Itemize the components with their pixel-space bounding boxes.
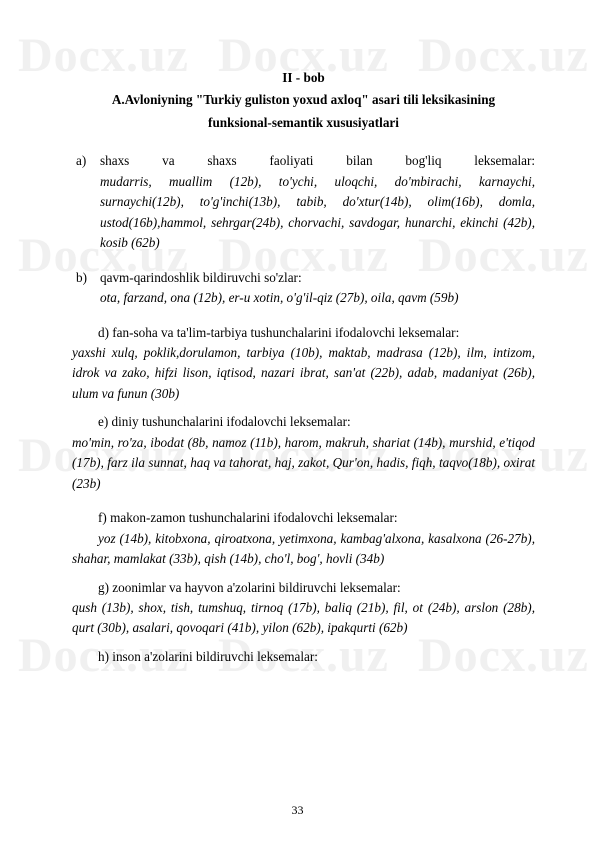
item-f-body: yoz (14b), kitobxona, qiroatxona, yetimx…	[72, 529, 535, 570]
word: bog'liq	[405, 153, 441, 168]
list-item-a: a) shaxs va shaxs faoliyati bilan bog'li…	[72, 151, 535, 253]
section-h: h) inson a'zolarini bildiruvchi leksemal…	[72, 647, 535, 667]
word: leksemalar:	[474, 153, 535, 168]
main-title: A.Avloniyning "Turkiy guliston yoxud axl…	[72, 90, 535, 110]
page-content: II - bob A.Avloniyning "Turkiy guliston …	[0, 0, 595, 715]
section-d: d) fan-soha va ta'lim-tarbiya tushunchal…	[72, 323, 535, 405]
section-e: e) diniy tushunchalarini ifodalovchi lek…	[72, 412, 535, 494]
page-number: 33	[0, 803, 595, 818]
item-g-label: g) zoonimlar va hayvon a'zolarini bildir…	[72, 578, 535, 598]
word: va	[162, 153, 174, 168]
word: faoliyati	[269, 153, 313, 168]
list-marker: a)	[72, 151, 100, 253]
item-f-label: f) makon-zamon tushunchalarini ifodalovc…	[72, 508, 535, 528]
item-h-label: h) inson a'zolarini bildiruvchi leksemal…	[72, 647, 535, 667]
item-b-body: ota, farzand, ona (12b), er-u xotin, o'g…	[100, 288, 535, 308]
item-d-body: yaxshi xulq, poklik,dorulamon, tarbiya (…	[72, 343, 535, 404]
chapter-label: II - bob	[72, 68, 535, 88]
item-g-body: qush (13b), shox, tish, tumshuq, tirnoq …	[72, 598, 535, 639]
word: shaxs	[207, 153, 236, 168]
item-d-label: d) fan-soha va ta'lim-tarbiya tushunchal…	[72, 323, 535, 343]
section-f: f) makon-zamon tushunchalarini ifodalovc…	[72, 508, 535, 569]
list-item-b: b) qavm-qarindoshlik bildiruvchi so'zlar…	[72, 268, 535, 309]
item-b-label: qavm-qarindoshlik bildiruvchi so'zlar:	[100, 268, 535, 288]
subtitle: funksional-semantik xususiyatlari	[72, 113, 535, 133]
item-a-body: mudarris, muallim (12b), to'ychi, uloqch…	[100, 172, 535, 254]
word: bilan	[346, 153, 372, 168]
item-e-label: e) diniy tushunchalarini ifodalovchi lek…	[72, 412, 535, 432]
word: shaxs	[100, 153, 129, 168]
list-marker: b)	[72, 268, 100, 309]
item-a-label: shaxs va shaxs faoliyati bilan bog'liq l…	[100, 151, 535, 171]
section-g: g) zoonimlar va hayvon a'zolarini bildir…	[72, 578, 535, 639]
item-e-body: mo'min, ro'za, ibodat (8b, namoz (11b), …	[72, 433, 535, 494]
